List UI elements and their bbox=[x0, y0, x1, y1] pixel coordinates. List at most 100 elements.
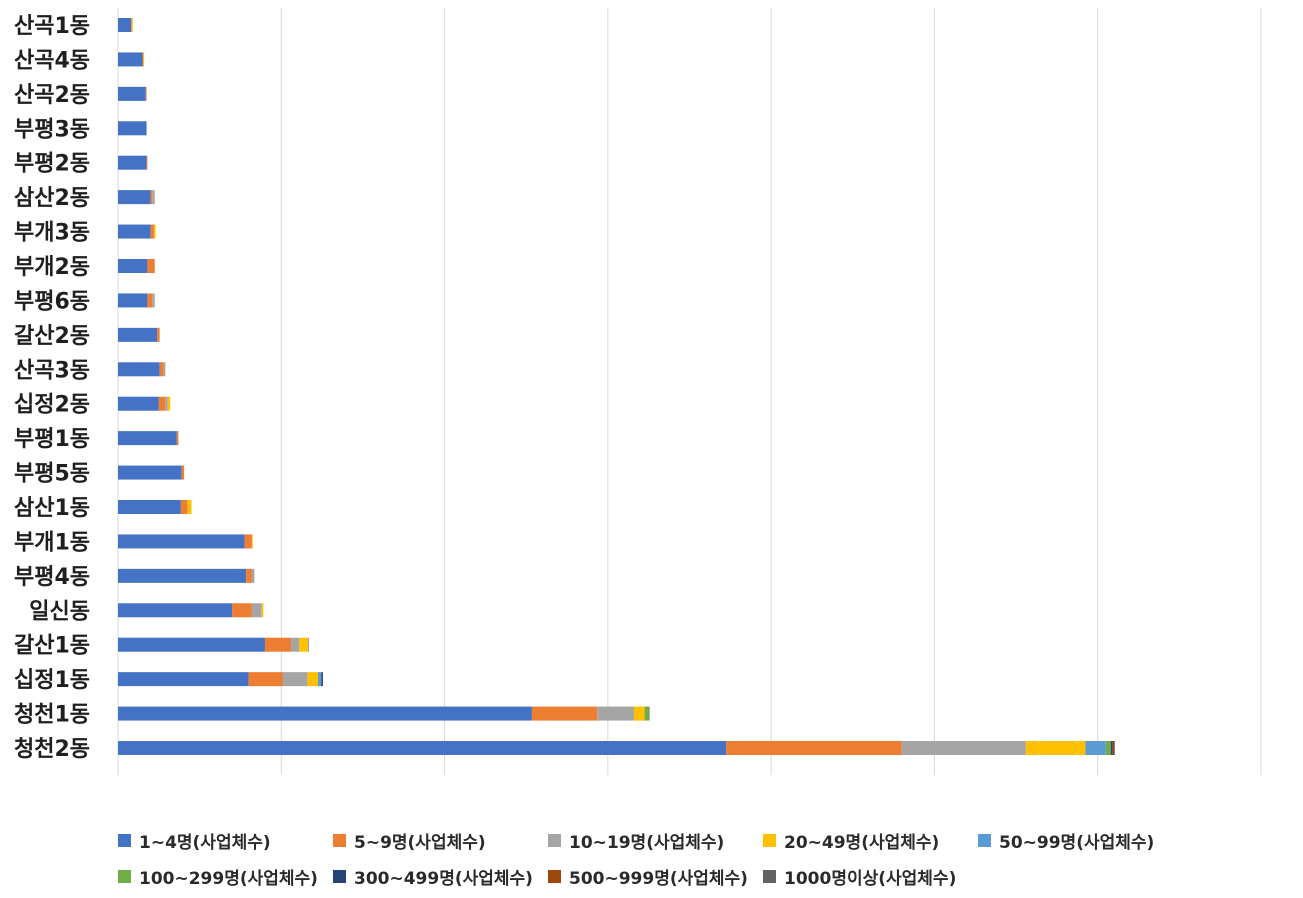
category-label: 산곡2동 bbox=[14, 83, 90, 108]
bar-segment bbox=[147, 259, 155, 273]
bar-segment bbox=[633, 706, 645, 721]
bar-segment bbox=[251, 534, 253, 549]
bar-segment bbox=[118, 293, 148, 308]
bar-segment bbox=[1112, 741, 1115, 755]
bar-segment bbox=[118, 224, 151, 239]
category-label: 부평3동 bbox=[14, 117, 90, 142]
bar-segment bbox=[244, 534, 252, 549]
bar-segment bbox=[167, 396, 171, 411]
category-label: 삼산1동 bbox=[14, 496, 90, 521]
bar-segment bbox=[146, 155, 148, 170]
category-label: 부평1동 bbox=[14, 427, 90, 452]
bar-segment bbox=[291, 637, 300, 652]
bar-segment bbox=[118, 568, 247, 583]
category-label: 부평2동 bbox=[14, 152, 90, 177]
category-label: 부평5동 bbox=[14, 462, 90, 487]
bar-segment bbox=[131, 18, 133, 32]
bar-segment bbox=[118, 396, 159, 411]
category-label: 부개2동 bbox=[14, 255, 90, 280]
bar-segment bbox=[118, 637, 265, 652]
bar-segment bbox=[180, 500, 188, 514]
bar-segment bbox=[147, 293, 153, 308]
stacked-bar-chart: 산곡1동산곡4동산곡2동부평3동부평2동삼산2동부개3동부개2동부평6동갈산2동… bbox=[14, 8, 1262, 775]
bar-segment bbox=[118, 465, 182, 480]
bar-segment bbox=[318, 672, 322, 687]
legend-label: 500~999명(사업체수) bbox=[569, 868, 748, 889]
legend-label: 100~299명(사업체수) bbox=[139, 868, 318, 889]
category-label: 십정1동 bbox=[14, 668, 90, 693]
bar-segment bbox=[131, 18, 132, 32]
bar-segment bbox=[118, 500, 181, 514]
category-label: 청천1동 bbox=[14, 703, 90, 728]
bar-segment bbox=[264, 637, 292, 652]
category-label: 갈산1동 bbox=[14, 634, 90, 659]
bar-segment bbox=[150, 190, 153, 205]
legend-label: 300~499명(사업체수) bbox=[354, 868, 533, 889]
legend-item: 100~299명(사업체수) bbox=[118, 864, 333, 889]
bar-segment bbox=[118, 741, 727, 755]
bar-segment bbox=[118, 603, 233, 618]
gridlines bbox=[117, 8, 1262, 775]
legend-label: 1~4명(사업체수) bbox=[139, 832, 271, 853]
bar-segment bbox=[118, 327, 158, 342]
category-label: 갈산2동 bbox=[14, 324, 90, 349]
bar-segment bbox=[118, 672, 249, 687]
bar-segment bbox=[152, 190, 155, 205]
legend-label: 5~9명(사업체수) bbox=[354, 832, 486, 853]
bar-segment bbox=[118, 431, 177, 446]
bar-segment bbox=[299, 637, 309, 652]
bar-segment bbox=[150, 224, 154, 239]
legend-swatch bbox=[548, 869, 561, 883]
bar-segment bbox=[261, 603, 264, 618]
bar-segment bbox=[531, 706, 598, 721]
category-label: 부평6동 bbox=[14, 289, 90, 314]
legend-item: 50~99명(사업체수) bbox=[978, 828, 1193, 853]
bar-segment bbox=[158, 396, 166, 411]
bar-segment bbox=[118, 362, 160, 377]
legend-label: 50~99명(사업체수) bbox=[999, 832, 1155, 853]
legend-label: 1000명이상(사업체수) bbox=[784, 868, 957, 889]
bar-segment bbox=[118, 18, 132, 32]
bar-segment bbox=[118, 259, 148, 273]
legend-label: 20~49명(사업체수) bbox=[784, 832, 940, 853]
category-label: 산곡4동 bbox=[14, 48, 90, 73]
bar-segment bbox=[165, 396, 168, 411]
bar-segment bbox=[1025, 741, 1086, 755]
bar-segment bbox=[145, 86, 147, 101]
bar-segment bbox=[118, 86, 146, 101]
bar-segment bbox=[1114, 741, 1115, 755]
bar-segment bbox=[176, 431, 179, 446]
legend-label: 10~19명(사업체수) bbox=[569, 832, 725, 853]
bar-segment bbox=[142, 52, 144, 67]
bar-segment bbox=[251, 568, 255, 583]
bar-segment bbox=[644, 706, 649, 721]
category-label: 삼산2동 bbox=[14, 186, 90, 211]
legend-item: 500~999명(사업체수) bbox=[548, 864, 763, 889]
bar-segment bbox=[308, 637, 310, 652]
legend-item: 1000명이상(사업체수) bbox=[763, 864, 978, 889]
legend: 1~4명(사업체수) 5~9명(사업체수) 10~19명(사업체수) 20~49명(사… bbox=[118, 822, 1298, 894]
category-label: 부개3동 bbox=[14, 221, 90, 246]
bar-segment bbox=[248, 672, 283, 687]
bar-segment bbox=[153, 224, 156, 239]
bar-segment bbox=[726, 741, 902, 755]
bar-segment bbox=[118, 706, 532, 721]
legend-item: 20~49명(사업체수) bbox=[763, 828, 978, 853]
legend-item: 10~19명(사업체수) bbox=[548, 828, 763, 853]
bar-segment bbox=[157, 327, 160, 342]
bar-segment bbox=[251, 603, 262, 618]
bar-stacks bbox=[118, 18, 1115, 755]
bar-segment bbox=[143, 52, 145, 67]
category-label: 부개1동 bbox=[14, 530, 90, 555]
category-label: 산곡1동 bbox=[14, 14, 90, 39]
legend-swatch bbox=[548, 833, 561, 847]
bar-segment bbox=[597, 706, 634, 721]
legend-row: 100~299명(사업체수) 300~499명(사업체수) 500~999명(사업체… bbox=[118, 858, 1298, 894]
legend-row: 1~4명(사업체수) 5~9명(사업체수) 10~19명(사업체수) 20~49명(사… bbox=[118, 822, 1298, 858]
legend-swatch bbox=[763, 833, 776, 847]
bar-segment bbox=[118, 121, 147, 136]
bar-segment bbox=[246, 568, 252, 583]
category-label: 십정2동 bbox=[14, 393, 90, 418]
legend-item: 5~9명(사업체수) bbox=[333, 828, 548, 853]
bar-segment bbox=[282, 672, 308, 687]
